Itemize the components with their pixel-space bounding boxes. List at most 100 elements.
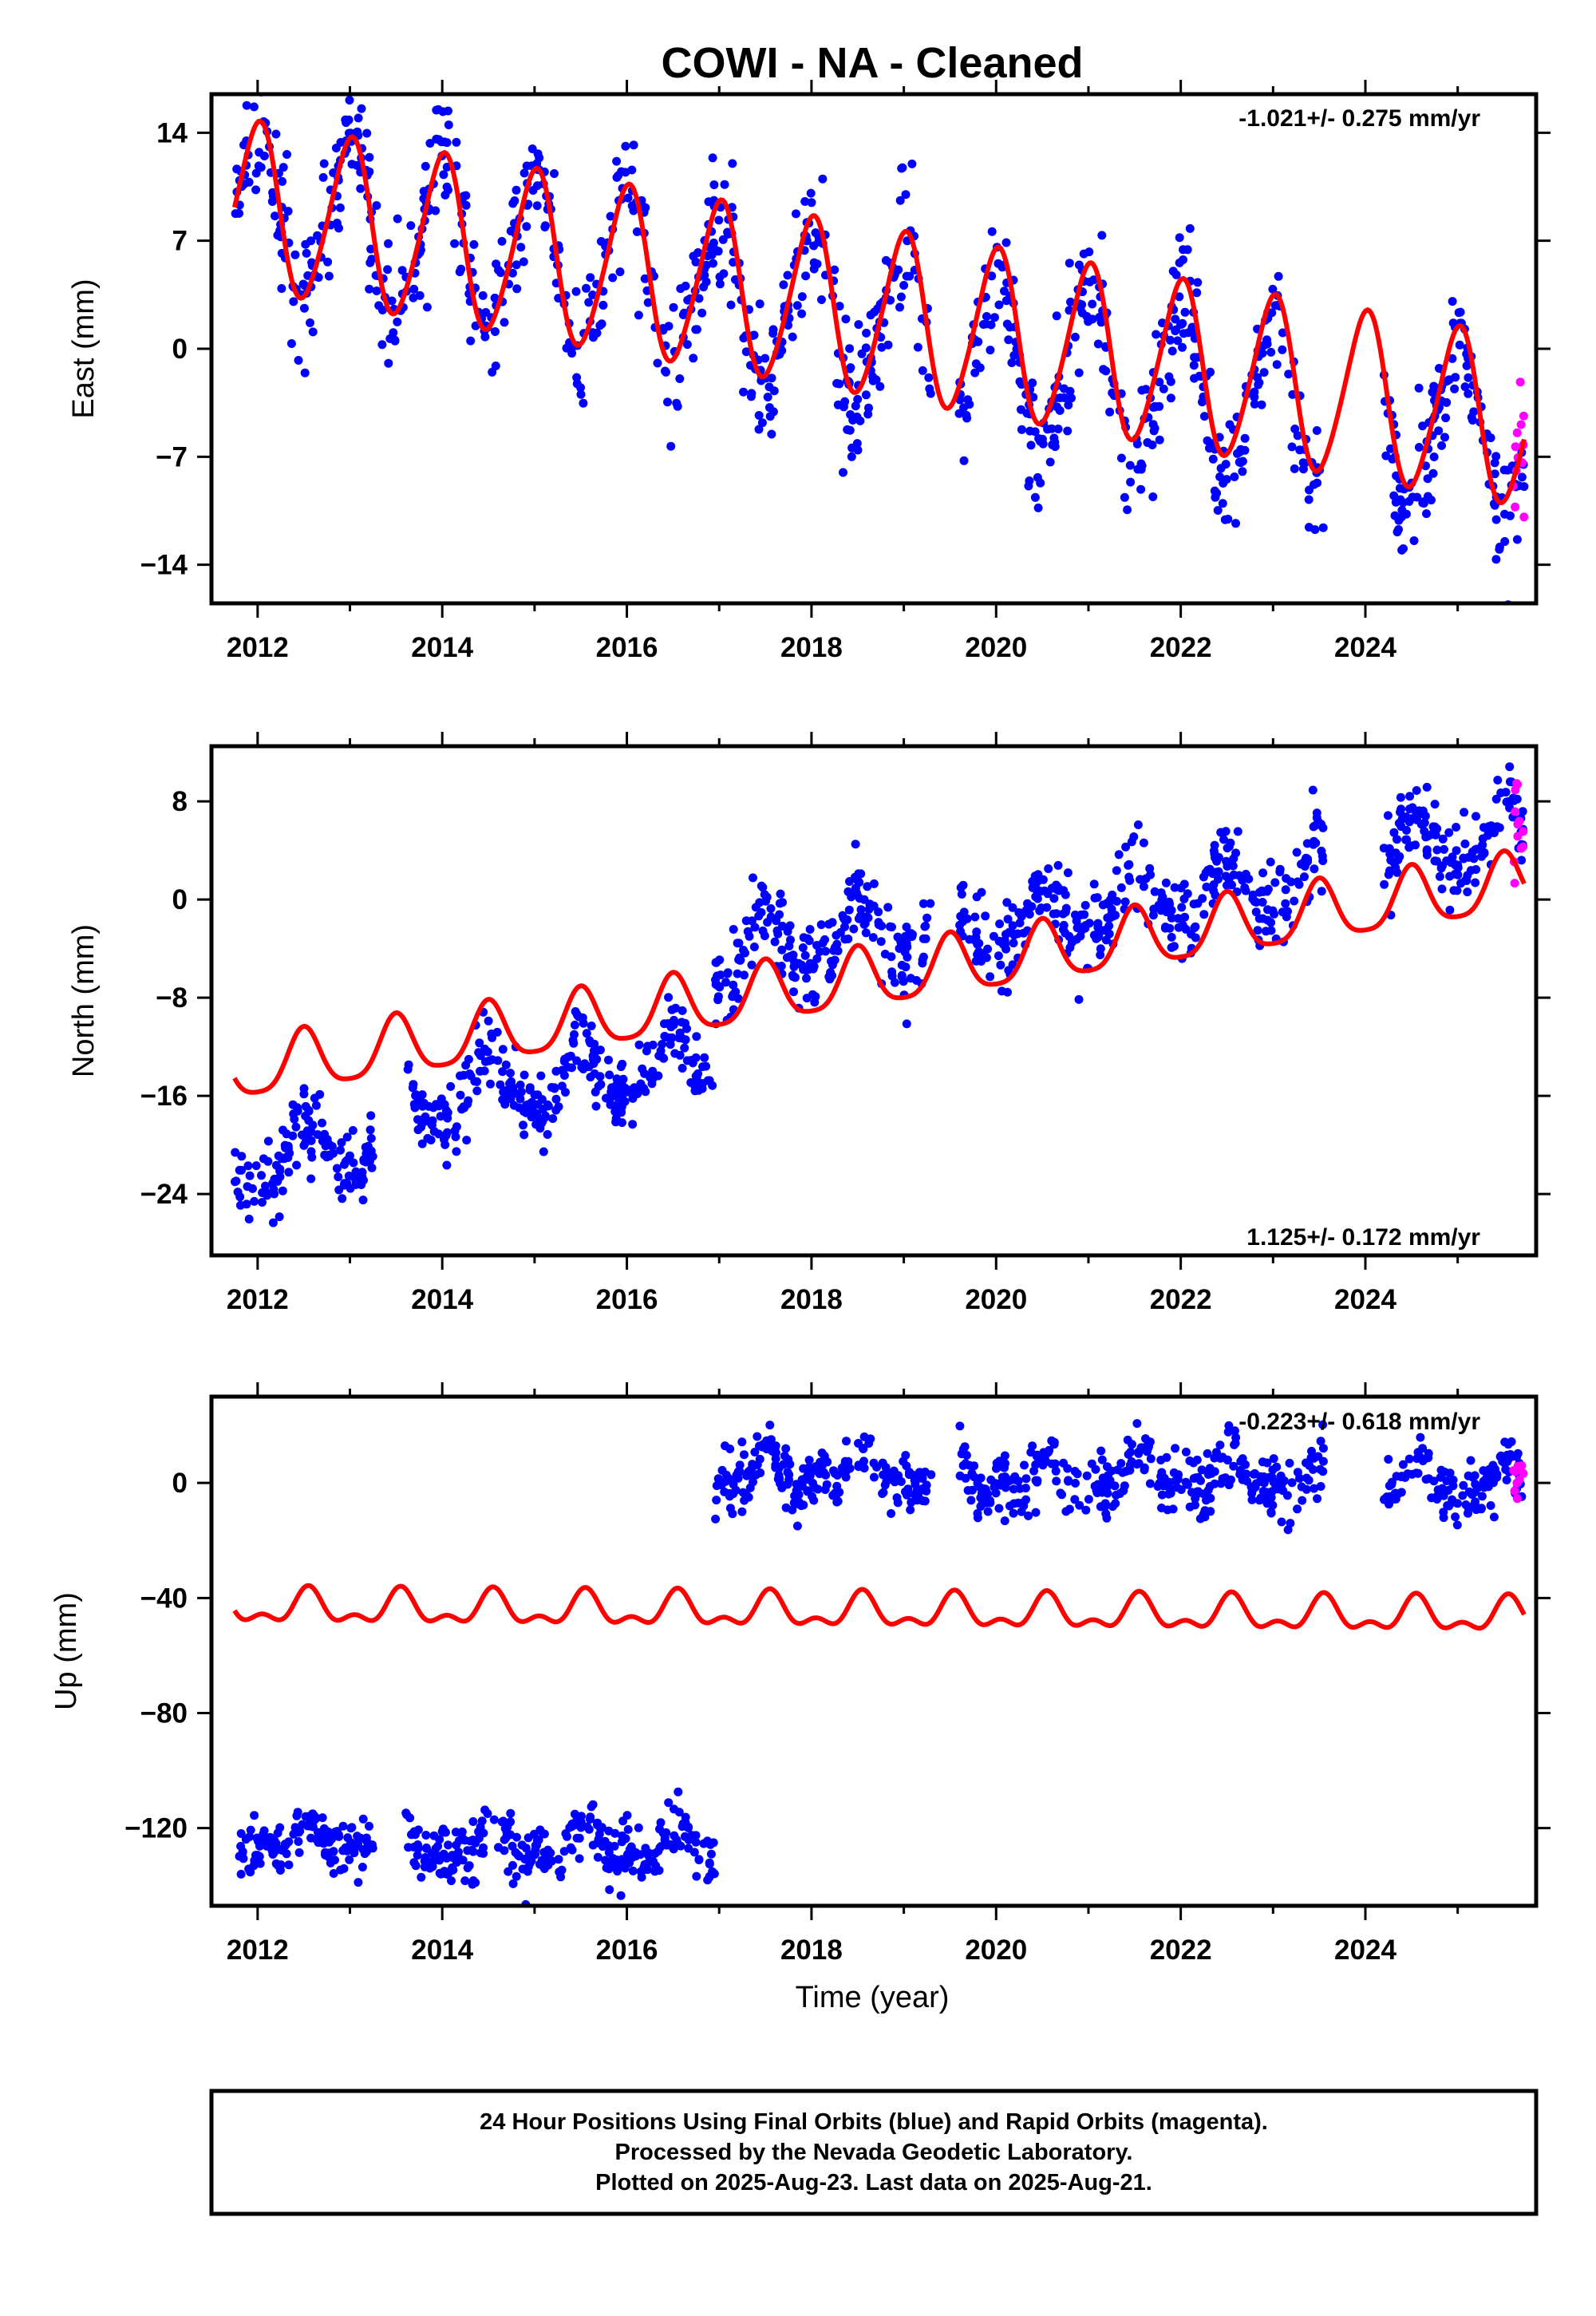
east-final-point [847,452,856,461]
north-final-point [1385,844,1394,853]
up-final-point [1315,1464,1325,1474]
east-final-point [1136,484,1146,494]
north-final-point [1380,879,1389,889]
east-final-point [764,382,774,392]
north-final-point [754,911,764,921]
east-final-point [719,269,729,279]
east-final-point [779,280,788,290]
up-final-point [887,1509,896,1518]
north-final-point [1177,903,1187,912]
north-final-point [244,1215,254,1223]
north-final-point [243,1161,253,1171]
north-final-point [994,951,1003,961]
up-final-point [1293,1504,1302,1514]
north-final-point [261,1181,270,1191]
up-frame [209,1394,1539,1908]
north-final-point [1063,868,1073,878]
east-final-point [862,328,871,338]
up-final-point [1021,1474,1031,1484]
east-final-point [1464,389,1473,398]
east-final-point [689,354,698,363]
up-final-point [584,1824,594,1834]
up-final-point [1506,1450,1515,1459]
north-final-point [1096,944,1105,954]
east-plot-area [231,94,1529,603]
north-final-point [1157,895,1167,905]
up-final-point [725,1504,735,1513]
east-final-point [1198,397,1207,407]
up-final-point [1464,1471,1473,1480]
north-final-point [554,1102,563,1112]
north-final-point [1199,872,1208,882]
east-final-point [718,235,728,244]
up-final-point [1223,1427,1233,1437]
up-final-point [626,1842,636,1852]
up-final-point [508,1879,518,1888]
north-final-point [986,972,995,982]
north-final-point [729,925,738,934]
north-final-point [1501,788,1511,797]
north-final-point [483,1047,492,1057]
east-final-point [1070,332,1080,342]
north-final-point [860,912,870,922]
north-final-point [802,974,811,983]
east-final-point [450,239,460,248]
east-final-point [896,292,906,302]
east-final-point [1208,454,1218,464]
north-final-point [451,1132,460,1141]
east-y-tick-label: 14 [156,117,188,148]
north-final-point [320,1150,330,1160]
east-final-point [818,174,828,184]
north-final-point [1198,894,1207,903]
east-final-point [1441,413,1451,423]
up-final-point [1266,1508,1276,1516]
north-final-point [1396,822,1406,832]
east-final-point [277,284,286,293]
up-final-point [362,1838,372,1848]
north-final-point [464,1096,473,1105]
east-final-point [372,201,381,210]
east-final-point [1074,260,1084,270]
up-final-point [1096,1446,1106,1456]
up-final-point [1398,1460,1408,1469]
up-final-point [1194,1487,1203,1496]
up-final-point [1171,1444,1180,1453]
north-final-point [516,1087,526,1097]
east-final-point [1455,340,1464,350]
north-final-point [824,919,834,929]
north-final-point [519,1120,527,1130]
east-final-point [488,367,497,377]
north-final-point [634,1040,644,1049]
east-rapid-point [1511,442,1520,452]
east-final-point [800,197,810,206]
up-final-point [1242,1476,1252,1486]
east-final-point [1274,271,1283,281]
east-final-point [1429,453,1439,461]
north-final-point [1040,886,1049,895]
up-final-point [967,1468,977,1478]
east-final-point [571,287,581,296]
north-final-point [740,970,749,980]
east-final-point [1408,492,1417,502]
up-final-point [1302,1484,1311,1494]
north-final-point [1275,864,1285,874]
north-final-point [1477,852,1487,861]
up-final-point [1486,1501,1495,1510]
north-final-point [423,1133,433,1143]
up-final-point [628,1866,638,1875]
up-final-point [634,1823,643,1832]
east-final-point [1077,308,1087,318]
up-final-point [694,1855,704,1864]
east-final-point [763,393,772,401]
north-final-point [1383,811,1393,820]
east-final-point [1304,495,1314,504]
north-final-point [1292,848,1302,857]
up-final-point [358,1814,368,1824]
up-final-point [1318,1444,1328,1453]
up-final-point [771,1460,780,1470]
up-final-point [1134,1448,1144,1458]
east-final-point [1148,420,1158,429]
up-final-point [1000,1451,1009,1460]
north-final-point [1460,808,1469,817]
up-final-point [1052,1476,1061,1486]
